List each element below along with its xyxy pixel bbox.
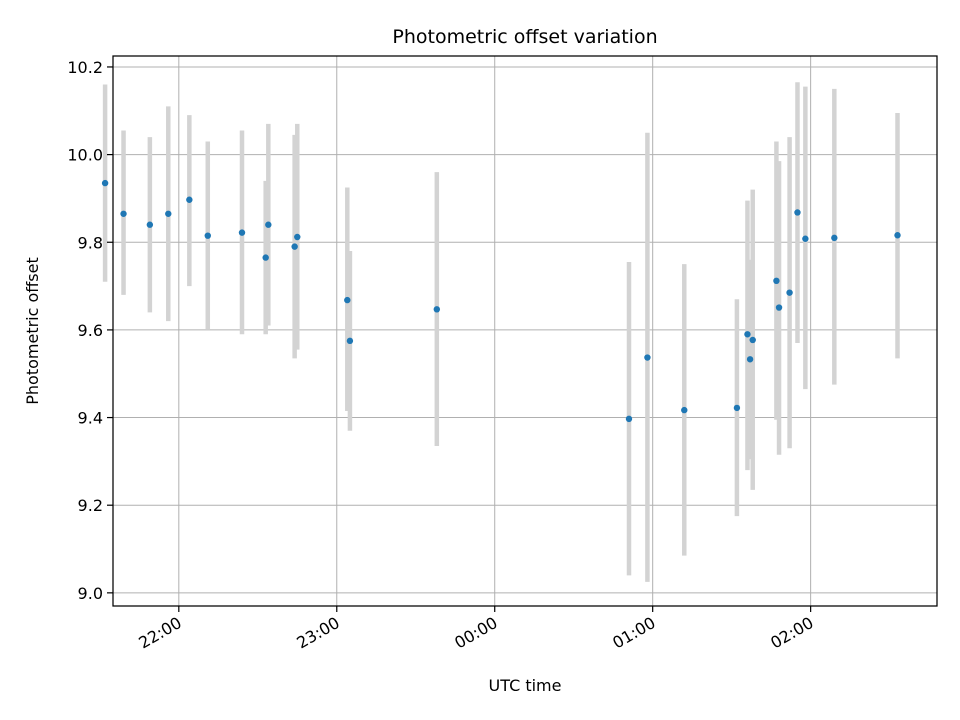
y-tick-label: 9.8 [78, 233, 103, 252]
y-tick-label: 9.6 [78, 321, 103, 340]
data-point [344, 296, 351, 304]
y-tick-label: 10.0 [67, 146, 103, 165]
data-point [794, 209, 801, 216]
data-point [262, 254, 269, 261]
y-tick-label: 9.4 [78, 409, 103, 428]
data-point [146, 221, 154, 228]
y-tick-label: 9.0 [78, 584, 103, 603]
data-point [733, 404, 741, 412]
data-point [773, 277, 780, 285]
data-points [101, 179, 901, 423]
data-point [346, 337, 354, 345]
data-point [433, 306, 441, 313]
data-point [120, 210, 127, 217]
data-point [294, 233, 301, 241]
data-point [265, 221, 272, 228]
plot-frame [112, 55, 938, 607]
x-axis-label: UTC time [489, 676, 562, 695]
y-tick-label: 9.2 [78, 496, 103, 515]
data-point [744, 331, 751, 338]
data-point [786, 289, 793, 296]
data-point [749, 336, 756, 344]
data-point [186, 196, 193, 203]
data-point [101, 179, 109, 187]
data-point [165, 210, 172, 217]
y-axis-label: Photometric offset [23, 257, 42, 405]
y-axis-ticks: 9.0 9.2 9.4 9.6 9.8 10.0 10.2 [67, 58, 113, 603]
data-point [775, 304, 783, 311]
data-point [291, 243, 298, 250]
data-point [204, 232, 211, 239]
data-point [831, 234, 838, 242]
data-point [746, 356, 754, 363]
data-point [625, 415, 633, 423]
chart-title: Photometric offset variation [392, 26, 657, 48]
data-point [802, 235, 809, 242]
y-tick-label: 10.2 [67, 58, 103, 77]
data-point [238, 229, 246, 236]
data-point [644, 354, 651, 361]
data-point [681, 406, 688, 414]
data-point [894, 232, 901, 239]
